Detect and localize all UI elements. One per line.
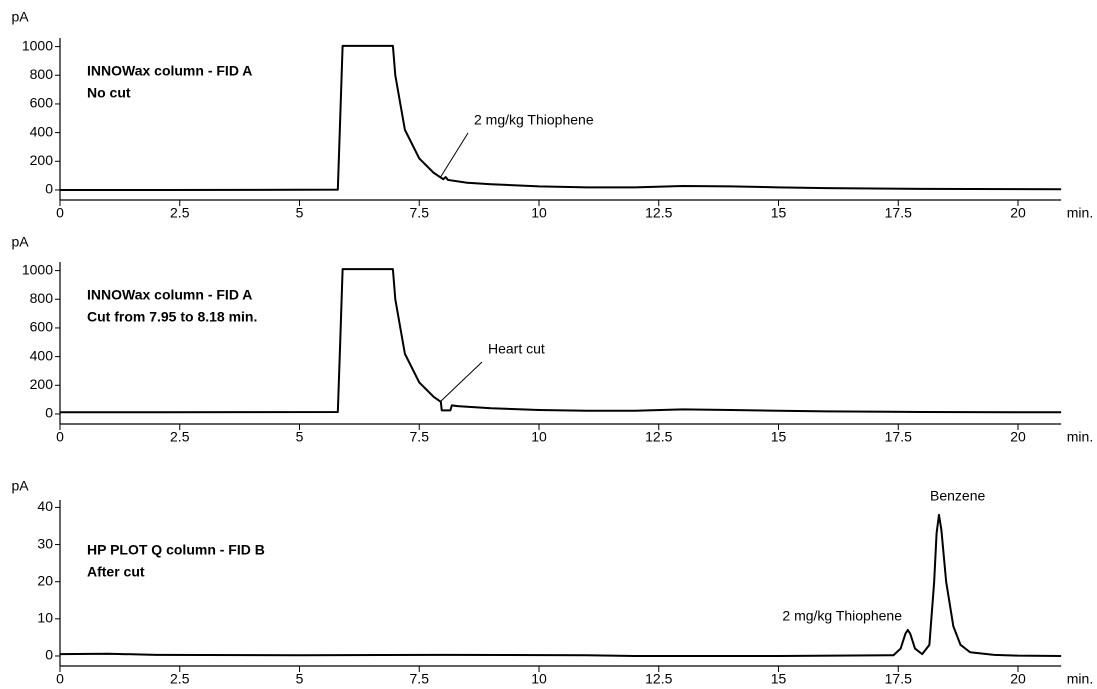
annotation: Benzene	[930, 488, 985, 504]
y-tick-label: 1000	[22, 37, 53, 53]
leader-line	[439, 361, 483, 403]
x-tick-label: 0	[56, 205, 64, 221]
x-tick-label: 20	[1010, 205, 1026, 221]
y-tick-label: 30	[37, 535, 53, 551]
x-tick-label: 5	[296, 671, 304, 687]
data-line	[59, 513, 1062, 657]
annotation: 2 mg/kg Thiophene	[782, 608, 902, 624]
y-axis-label: pA	[11, 9, 29, 25]
x-axis-label: min.	[1067, 429, 1093, 445]
panel-subtitle: No cut	[87, 85, 131, 101]
leader-line	[439, 132, 469, 179]
x-axis-label: min.	[1067, 671, 1093, 687]
y-tick-label: 20	[37, 572, 53, 588]
x-tick-label: 5	[296, 429, 304, 445]
y-tick-label: 200	[30, 152, 54, 168]
x-tick-label: 15	[771, 671, 787, 687]
x-tick-label: 20	[1010, 671, 1026, 687]
y-tick-label: 800	[30, 290, 54, 306]
y-tick-label: 40	[37, 498, 53, 514]
x-tick-label: 20	[1010, 429, 1026, 445]
x-tick-label: 12.5	[645, 205, 672, 221]
panel-subtitle: Cut from 7.95 to 8.18 min.	[87, 309, 257, 325]
y-tick-label: 0	[45, 405, 53, 421]
x-tick-label: 10	[531, 429, 547, 445]
y-axis-label: pA	[11, 478, 29, 494]
x-tick-label: 2.5	[170, 429, 190, 445]
x-tick-label: 10	[531, 671, 547, 687]
y-tick-label: 1000	[22, 261, 53, 277]
x-tick-label: 5	[296, 205, 304, 221]
x-tick-label: 15	[771, 205, 787, 221]
data-line	[60, 44, 1062, 191]
data-line	[60, 268, 1062, 414]
y-tick-label: 400	[30, 123, 54, 139]
panel-title: INNOWax column - FID A	[87, 287, 252, 303]
x-tick-label: 7.5	[410, 671, 430, 687]
x-axis-label: min.	[1067, 205, 1093, 221]
x-tick-label: 12.5	[645, 671, 672, 687]
y-axis-label: pA	[11, 234, 29, 250]
x-tick-label: 7.5	[410, 429, 430, 445]
panel-title: INNOWax column - FID A	[87, 63, 252, 79]
annotation: 2 mg/kg Thiophene	[474, 112, 594, 128]
y-tick-label: 10	[37, 610, 53, 626]
y-tick-label: 0	[45, 647, 53, 663]
x-tick-label: 17.5	[885, 671, 912, 687]
y-tick-label: 0	[45, 181, 53, 197]
y-tick-label: 400	[30, 347, 54, 363]
x-tick-label: 17.5	[885, 205, 912, 221]
panel-title: HP PLOT Q column - FID B	[87, 542, 265, 558]
x-tick-label: 0	[56, 671, 64, 687]
annotation: Heart cut	[488, 341, 545, 357]
x-tick-label: 12.5	[645, 429, 672, 445]
x-tick-label: 7.5	[410, 205, 430, 221]
y-tick-label: 800	[30, 66, 54, 82]
y-tick-label: 200	[30, 376, 54, 392]
y-tick-label: 600	[30, 95, 54, 111]
x-tick-label: 2.5	[170, 205, 190, 221]
x-tick-label: 0	[56, 429, 64, 445]
x-tick-label: 15	[771, 429, 787, 445]
x-tick-label: 17.5	[885, 429, 912, 445]
x-tick-label: 2.5	[170, 671, 190, 687]
x-tick-label: 10	[531, 205, 547, 221]
panel-subtitle: After cut	[87, 564, 145, 580]
y-tick-label: 600	[30, 319, 54, 335]
